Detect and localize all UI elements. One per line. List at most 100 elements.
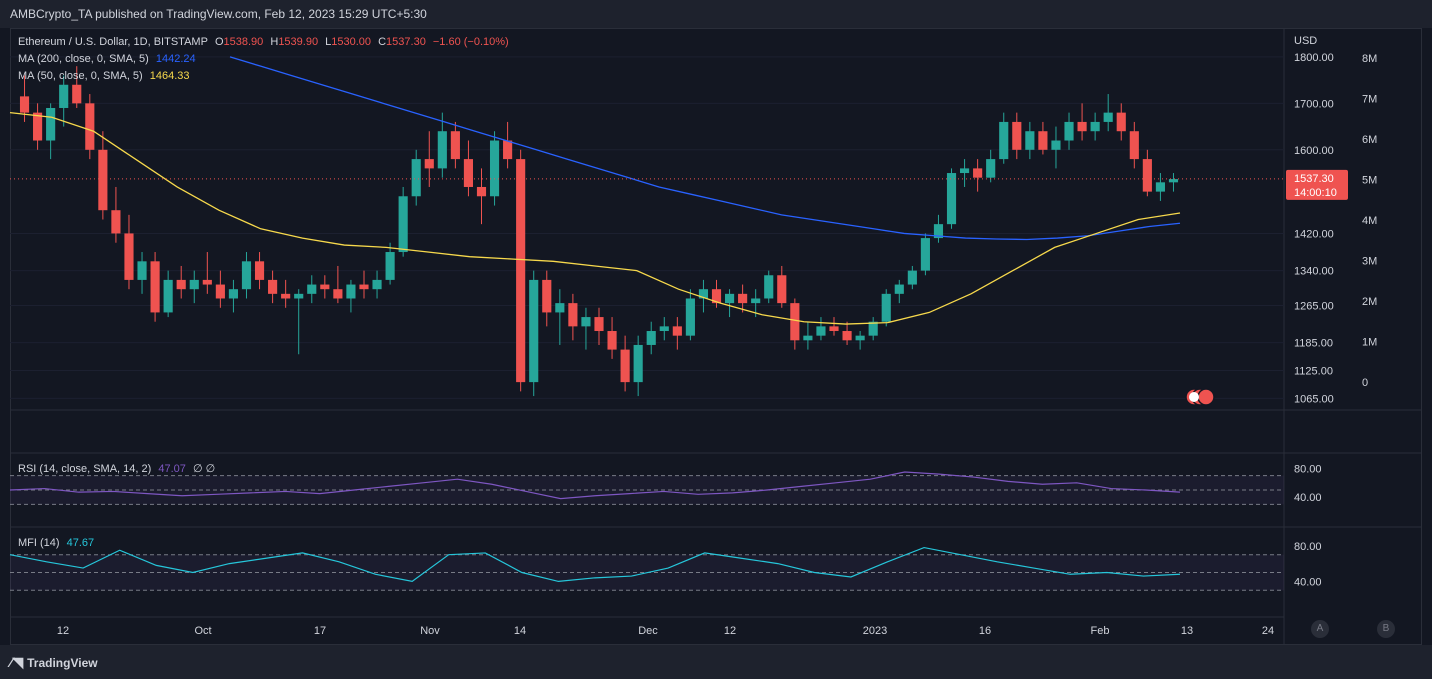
close-value: 1537.30 [386, 36, 426, 48]
price-tick-label: 1700.00 [1294, 98, 1334, 110]
candle-body [685, 298, 695, 336]
time-tick-label: 2023 [863, 625, 887, 637]
candle-body [476, 186, 487, 197]
candle-body [85, 103, 95, 150]
candle-body [1090, 121, 1100, 132]
candle-body [268, 279, 278, 294]
time-tick-label: 14 [514, 625, 526, 637]
candle-body [150, 261, 160, 313]
ma200-legend: MA (200, close, 0, SMA, 5) 1442.24 [18, 53, 200, 65]
candle-body [228, 289, 238, 299]
candle-body [946, 173, 957, 225]
time-tick-label: 13 [1181, 625, 1193, 637]
price-tick-label: 1800.00 [1294, 52, 1334, 64]
candle-body [594, 317, 604, 332]
candle-body [633, 344, 643, 383]
candle-body [933, 224, 944, 239]
publish-bar: AMBCrypto_TA published on TradingView.co… [0, 0, 1432, 28]
candle-body [137, 261, 147, 280]
volume-tick-label: 4M [1362, 215, 1377, 227]
candle-body [1103, 112, 1113, 122]
candle-body [711, 289, 722, 304]
candle-body [359, 284, 369, 290]
candle-body [516, 159, 526, 383]
candle-body [764, 275, 774, 299]
candle-body [803, 335, 813, 341]
log-scale-button[interactable]: B [1377, 620, 1395, 638]
candle-body [659, 326, 669, 332]
candle-body [529, 279, 539, 383]
volume-tick-label: 0 [1362, 377, 1368, 389]
price-tick-label: 1125.00 [1294, 366, 1333, 378]
candle-body [320, 284, 330, 290]
volume-tick-label: 1M [1362, 337, 1377, 349]
candle-body [672, 326, 682, 336]
ma50-value: 1464.33 [149, 70, 190, 82]
open-label: O [214, 36, 224, 48]
price-axis-currency: USD [1294, 35, 1317, 47]
ma50-line [9, 111, 1181, 325]
candle-body [855, 335, 865, 341]
candle-body [281, 293, 291, 299]
last-price-tag [1286, 169, 1348, 200]
volume-tick-label: 7M [1362, 94, 1377, 106]
low-value: 1530.00 [331, 36, 372, 48]
chart-frame[interactable] [10, 28, 1422, 645]
mfi-label: MFI (14) [18, 537, 60, 549]
candle-body [372, 279, 382, 290]
candle-body [398, 196, 408, 253]
ma50-legend: MA (50, close, 0, SMA, 5) 1464.33 [18, 70, 194, 82]
time-tick-label: Feb [1091, 625, 1110, 637]
price-tick-label: 1065.00 [1294, 393, 1334, 405]
candle-body [98, 149, 108, 211]
candle-body [868, 321, 878, 336]
rsi-legend: RSI (14, close, SMA, 14, 2) 47.07 ∅ ∅ [18, 462, 219, 475]
candle-body [111, 210, 121, 234]
candle-body [189, 279, 199, 290]
change-value: −1.60 (−0.10%) [432, 36, 509, 48]
low-label: L [325, 36, 332, 48]
volume-tick-label: 2M [1362, 296, 1377, 308]
time-tick-label: Dec [638, 625, 658, 637]
tv-logo-icon: ⁄◥ [10, 654, 24, 670]
candle-body [1064, 121, 1074, 141]
candle-body [751, 298, 761, 304]
brand-name: TradingView [27, 656, 98, 670]
price-tick-label: 1600.00 [1294, 145, 1334, 157]
candle-body [176, 279, 186, 290]
mfi-tick-label: 40.00 [1294, 576, 1322, 588]
rsi-tick-label: 80.00 [1294, 463, 1322, 475]
candle-body [973, 168, 983, 178]
candle-body [1116, 112, 1126, 132]
candle-body [163, 279, 173, 313]
candle-body [72, 84, 82, 104]
candle-body [920, 238, 930, 271]
price-tick-label: 1420.00 [1294, 228, 1334, 240]
candle-body [790, 303, 800, 341]
candle-body [241, 261, 252, 290]
time-tick-label: 12 [724, 625, 736, 637]
candle-body [202, 279, 212, 285]
candle-body [19, 96, 30, 113]
candle-body [542, 279, 552, 313]
time-tick-label: 17 [314, 625, 326, 637]
candle-body [881, 293, 891, 322]
auto-scale-button[interactable]: A [1311, 620, 1329, 638]
mfi-tick-label: 80.00 [1294, 541, 1322, 553]
mfi-legend: MFI (14) 47.67 [18, 537, 98, 549]
candle-body [489, 140, 500, 197]
time-tick-label: Oct [194, 625, 211, 637]
candle-body [1051, 140, 1061, 150]
candle-body [215, 284, 225, 299]
footer-bar: ⁄◥ TradingView [0, 645, 1432, 679]
last-price-label: 1537.30 [1294, 173, 1334, 185]
high-value: 1539.90 [278, 36, 319, 48]
volume-tick-label: 3M [1362, 256, 1377, 268]
time-tick-label: 12 [57, 625, 69, 637]
candle-body [738, 293, 748, 304]
candle-body [986, 159, 996, 178]
candle-body [724, 293, 735, 304]
candle-body [463, 159, 474, 187]
rsi-value: 47.07 [158, 463, 186, 475]
